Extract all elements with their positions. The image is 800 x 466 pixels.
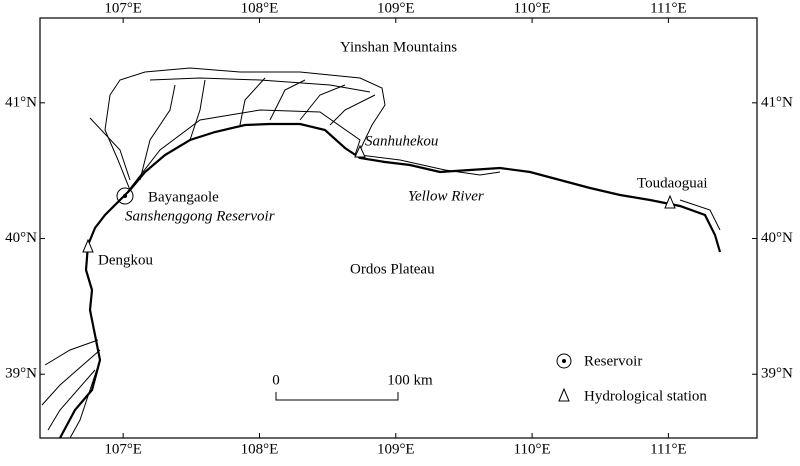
- place-label: Yellow River: [408, 188, 484, 204]
- scale-bar: 0 100 km: [272, 372, 433, 401]
- x-tick-label: 110°E: [514, 441, 551, 457]
- x-tick-label: 111°E: [650, 0, 687, 16]
- legend-symbol: [556, 353, 572, 369]
- station-marker: [354, 144, 366, 158]
- scale-bar-line: [275, 392, 399, 401]
- reservoir-marker: [116, 187, 134, 205]
- x-tick-label: 109°E: [377, 0, 415, 16]
- reservoir-dot: [123, 194, 127, 198]
- scale-label: 0: [272, 372, 280, 388]
- rivers: [41, 67, 722, 439]
- x-tick-label: 107°E: [104, 441, 142, 457]
- x-tick-label: 110°E: [514, 0, 551, 16]
- y-tick-label: 40°N: [761, 230, 793, 246]
- y-tick-label: 41°N: [5, 94, 37, 110]
- markers: [82, 144, 676, 253]
- place-label: Ordos Plateau: [350, 261, 435, 277]
- station-marker: [82, 238, 94, 253]
- legend-symbol: [562, 359, 566, 363]
- station-marker: [664, 194, 676, 209]
- place-label: Sanshenggong Reservoir: [125, 208, 275, 224]
- legend: Reservoir Hydrological station: [556, 353, 707, 404]
- place-label: Yinshan Mountains: [340, 39, 457, 55]
- legend-label: Hydrological station: [584, 388, 707, 404]
- x-tick-label: 111°E: [650, 441, 687, 457]
- place-label: Sanhuhekou: [365, 133, 438, 149]
- map-frame: [39, 17, 758, 439]
- legend-symbol: [558, 387, 570, 402]
- y-tick-label: 39°N: [761, 366, 793, 382]
- y-tick-label: 41°N: [761, 94, 793, 110]
- place-label: Bayangaole: [148, 189, 219, 205]
- x-tick-label: 108°E: [241, 0, 279, 16]
- y-tick-label: 40°N: [5, 230, 37, 246]
- place-label: Toudaoguai: [637, 175, 708, 191]
- legend-label: Reservoir: [584, 353, 642, 369]
- x-tick-label: 109°E: [377, 441, 415, 457]
- y-tick-label: 39°N: [5, 366, 37, 382]
- x-tick-label: 108°E: [241, 441, 279, 457]
- place-label: Dengkou: [98, 252, 153, 268]
- x-tick-label: 107°E: [104, 0, 142, 16]
- scale-label: 100 km: [387, 372, 433, 388]
